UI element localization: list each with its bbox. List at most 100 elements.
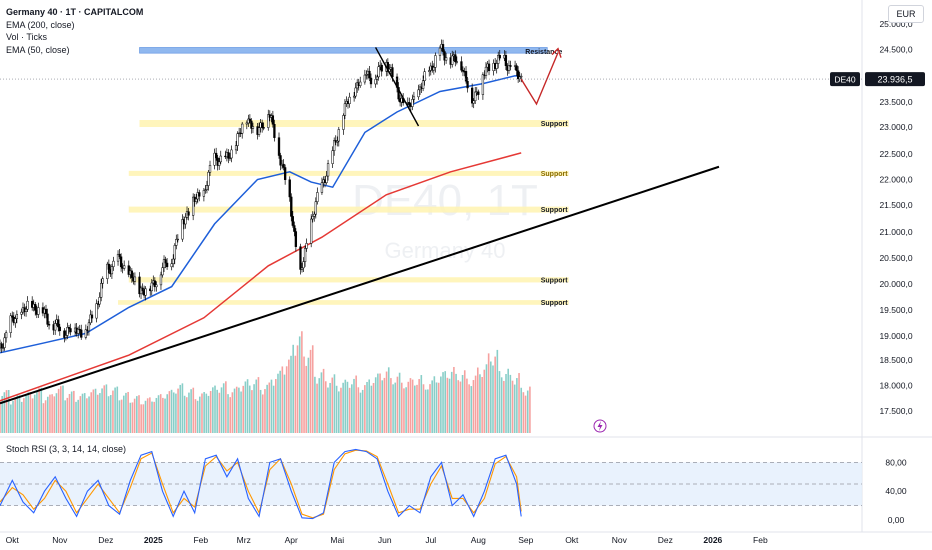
volume-bar — [359, 392, 362, 433]
volume-bar — [207, 395, 210, 433]
volume-bar — [503, 380, 505, 433]
volume-bar — [138, 395, 140, 433]
candle-body — [434, 55, 437, 68]
volume-bar — [281, 366, 284, 433]
volume-bar — [275, 379, 277, 433]
volume-bar — [396, 376, 399, 433]
volume-bar — [162, 397, 164, 433]
volume-bar — [255, 379, 258, 433]
volume-bar — [29, 392, 32, 433]
candle-body — [4, 332, 8, 339]
volume-bar — [294, 355, 297, 433]
candle-body — [504, 55, 508, 66]
volume-bar — [146, 398, 149, 433]
volume-bar — [494, 356, 496, 433]
volume-bar — [387, 367, 390, 433]
volume-bar — [227, 394, 229, 433]
projection-path — [520, 52, 559, 106]
currency-selector[interactable]: EUR — [888, 5, 924, 23]
candle-body — [195, 198, 198, 202]
volume-bar — [285, 366, 288, 433]
candle-body — [69, 328, 72, 333]
volume-bar — [57, 388, 60, 433]
volume-bar — [155, 397, 158, 433]
candle-body — [89, 314, 92, 324]
volume-bar — [377, 373, 379, 433]
candle-body — [181, 219, 184, 240]
volume-bar — [79, 396, 82, 433]
price-tick-label: 18.000,0 — [879, 381, 912, 391]
candle-body — [455, 61, 458, 63]
candle-body — [165, 262, 169, 268]
trend-line — [0, 165, 720, 405]
candle-body — [116, 253, 120, 262]
volume-bar — [398, 372, 401, 433]
volume-bar — [81, 393, 84, 433]
candle-body — [267, 114, 270, 128]
candle-body — [245, 122, 248, 125]
volume-bar — [125, 392, 127, 433]
candle-body — [218, 161, 221, 166]
volume-bar — [526, 390, 529, 433]
volume-bar — [435, 382, 438, 433]
ema50-line — [0, 75, 522, 354]
candle-body — [228, 157, 232, 160]
candle-body — [44, 308, 48, 315]
volume-bar — [292, 344, 294, 433]
candle-body — [153, 280, 156, 288]
volume-bar — [335, 385, 338, 433]
price-tick-label: 20.500,0 — [879, 253, 912, 263]
volume-bar — [368, 379, 370, 433]
candle-body — [343, 103, 347, 116]
volume-bar — [511, 380, 514, 433]
price-tick-label: 17.500,0 — [879, 406, 912, 416]
volume-bar — [524, 395, 527, 433]
volume-bar — [18, 395, 21, 433]
volume-bar — [266, 384, 268, 433]
volume-bar — [414, 385, 416, 433]
volume-bar — [40, 387, 43, 433]
volume-bar — [470, 386, 473, 433]
candle-body — [101, 278, 104, 284]
candle-body — [77, 328, 80, 334]
candle-body — [107, 263, 110, 270]
candle-body — [176, 238, 179, 241]
volume-bar — [411, 379, 414, 433]
volume-bar — [372, 383, 375, 433]
candle-body — [112, 260, 115, 267]
price-tick-label: 21.000,0 — [879, 227, 912, 237]
volume-bar — [476, 367, 479, 433]
candle-body — [342, 115, 345, 130]
candle-body — [443, 51, 446, 61]
volume-bar — [518, 373, 520, 433]
candle-body — [251, 126, 255, 129]
candle-body — [9, 315, 12, 333]
volume-bar — [233, 388, 236, 433]
volume-bar — [192, 387, 195, 433]
candle-body — [303, 248, 307, 262]
volume-bar — [27, 392, 30, 433]
candle-body — [47, 324, 51, 326]
candle-body — [162, 259, 166, 268]
volume-bar — [194, 399, 197, 433]
candle-body — [241, 123, 244, 134]
candle-body — [11, 315, 14, 318]
volume-bar — [209, 391, 212, 433]
volume-bar — [444, 371, 447, 433]
candle-body — [518, 76, 521, 80]
volume-bar — [114, 387, 116, 433]
volume-bar — [259, 389, 262, 433]
volume-bar — [329, 382, 331, 433]
price-tick-label: 23.000,0 — [879, 122, 912, 132]
volume-bar — [520, 387, 523, 433]
volume-bar — [418, 379, 420, 433]
volume-bar — [290, 355, 292, 433]
candle-body — [288, 179, 291, 198]
volume-bar — [31, 398, 34, 433]
volume-bar — [370, 385, 373, 433]
time-tick-label: Feb — [193, 535, 208, 545]
candle-body — [14, 318, 17, 324]
candle-body — [363, 74, 367, 83]
support-label: Support — [541, 300, 568, 307]
